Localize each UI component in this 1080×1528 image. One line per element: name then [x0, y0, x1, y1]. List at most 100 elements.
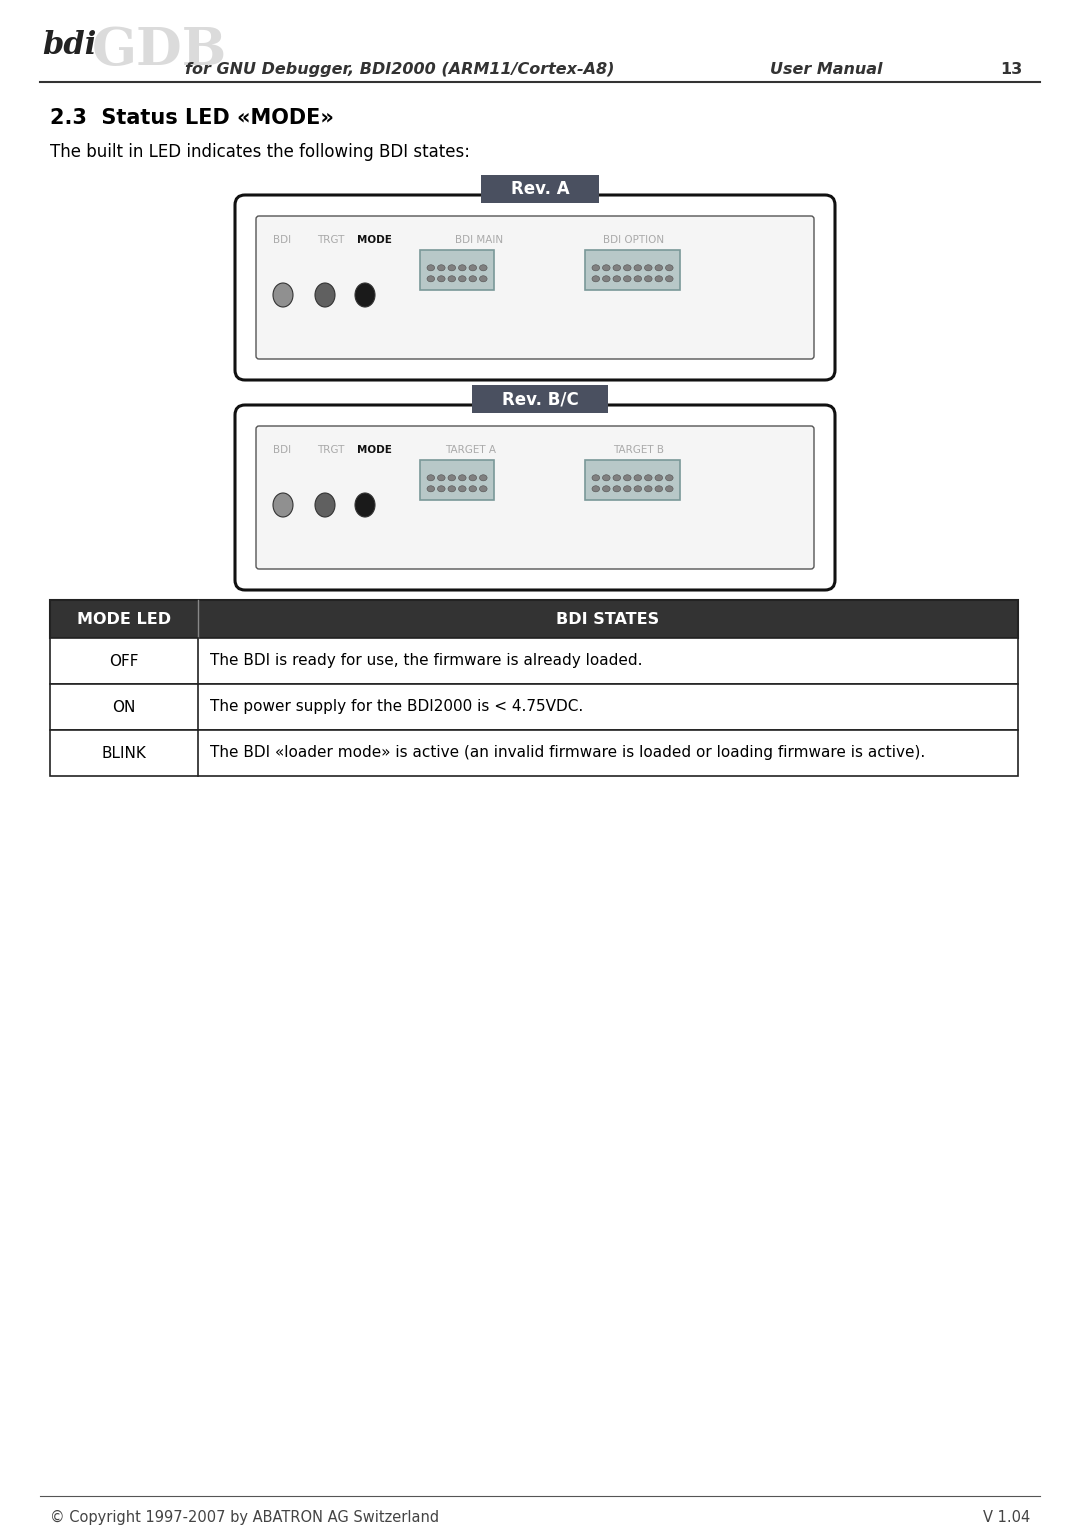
Ellipse shape [469, 475, 476, 481]
Text: The built in LED indicates the following BDI states:: The built in LED indicates the following… [50, 144, 470, 160]
Ellipse shape [603, 486, 610, 492]
Ellipse shape [603, 264, 610, 270]
Text: BDI: BDI [273, 445, 292, 455]
Ellipse shape [437, 475, 445, 481]
Ellipse shape [480, 475, 487, 481]
Text: OFF: OFF [109, 654, 138, 669]
Ellipse shape [459, 264, 467, 270]
Text: BDI OPTION: BDI OPTION [603, 235, 664, 244]
Ellipse shape [273, 494, 293, 516]
Ellipse shape [315, 283, 335, 307]
Ellipse shape [592, 475, 599, 481]
Ellipse shape [355, 494, 375, 516]
Bar [449, 251, 465, 257]
Text: 2.3  Status LED «MODE»: 2.3 Status LED «MODE» [50, 108, 334, 128]
Bar [624, 460, 640, 468]
Ellipse shape [459, 275, 467, 281]
Ellipse shape [654, 264, 663, 270]
Ellipse shape [355, 283, 375, 307]
Text: 13: 13 [1000, 63, 1023, 76]
Ellipse shape [592, 486, 599, 492]
Ellipse shape [592, 275, 599, 281]
Ellipse shape [623, 475, 631, 481]
Ellipse shape [634, 264, 642, 270]
Text: bdi: bdi [42, 31, 96, 61]
Text: for GNU Debugger, BDI2000 (ARM11/Cortex-A8): for GNU Debugger, BDI2000 (ARM11/Cortex-… [185, 63, 615, 76]
Bar [50, 601, 1018, 639]
Text: © Copyright 1997-2007 by ABATRON AG Switzerland: © Copyright 1997-2007 by ABATRON AG Swit… [50, 1510, 440, 1525]
Text: TARGET B: TARGET B [613, 445, 664, 455]
Bar [420, 251, 495, 290]
Text: TRGT: TRGT [318, 235, 345, 244]
Bar [481, 176, 599, 203]
Text: User Manual: User Manual [770, 63, 882, 76]
Bar [624, 251, 640, 257]
Ellipse shape [427, 486, 434, 492]
Ellipse shape [437, 486, 445, 492]
Text: TARGET A: TARGET A [445, 445, 496, 455]
Text: V 1.04: V 1.04 [983, 1510, 1030, 1525]
Ellipse shape [459, 486, 467, 492]
Ellipse shape [623, 264, 631, 270]
Text: The BDI «loader mode» is active (an invalid firmware is loaded or loading firmwa: The BDI «loader mode» is active (an inva… [210, 746, 926, 761]
Ellipse shape [469, 275, 476, 281]
Ellipse shape [459, 475, 467, 481]
Text: BDI STATES: BDI STATES [556, 611, 660, 626]
Text: GDB: GDB [92, 24, 227, 76]
Text: The BDI is ready for use, the firmware is already loaded.: The BDI is ready for use, the firmware i… [210, 654, 643, 669]
Ellipse shape [665, 486, 673, 492]
Bar [472, 385, 608, 413]
Ellipse shape [654, 475, 663, 481]
Ellipse shape [480, 486, 487, 492]
Ellipse shape [645, 264, 652, 270]
Ellipse shape [654, 275, 663, 281]
Ellipse shape [448, 264, 456, 270]
Text: BDI: BDI [273, 235, 292, 244]
Ellipse shape [654, 486, 663, 492]
Ellipse shape [448, 475, 456, 481]
Ellipse shape [480, 275, 487, 281]
Text: TRGT: TRGT [318, 445, 345, 455]
Text: MODE: MODE [357, 445, 392, 455]
Ellipse shape [603, 275, 610, 281]
Ellipse shape [665, 264, 673, 270]
Ellipse shape [613, 486, 621, 492]
Ellipse shape [623, 275, 631, 281]
Text: ON: ON [112, 700, 136, 715]
Bar [50, 685, 1018, 730]
Ellipse shape [315, 494, 335, 516]
Ellipse shape [592, 264, 599, 270]
Bar [449, 460, 465, 468]
FancyBboxPatch shape [235, 196, 835, 380]
Ellipse shape [645, 486, 652, 492]
Ellipse shape [480, 264, 487, 270]
Text: The power supply for the BDI2000 is < 4.75VDC.: The power supply for the BDI2000 is < 4.… [210, 700, 583, 715]
Ellipse shape [645, 275, 652, 281]
Ellipse shape [437, 264, 445, 270]
Text: Rev. B/C: Rev. B/C [501, 390, 579, 408]
Bar [420, 460, 495, 500]
Text: Rev. A: Rev. A [511, 180, 569, 199]
FancyBboxPatch shape [235, 405, 835, 590]
Bar [585, 460, 680, 500]
Ellipse shape [603, 475, 610, 481]
Ellipse shape [427, 475, 434, 481]
FancyBboxPatch shape [256, 215, 814, 359]
Ellipse shape [665, 275, 673, 281]
FancyBboxPatch shape [256, 426, 814, 568]
Ellipse shape [613, 475, 621, 481]
Ellipse shape [623, 486, 631, 492]
Ellipse shape [665, 475, 673, 481]
Text: MODE LED: MODE LED [77, 611, 171, 626]
Ellipse shape [634, 486, 642, 492]
Ellipse shape [273, 283, 293, 307]
Ellipse shape [634, 275, 642, 281]
Ellipse shape [645, 475, 652, 481]
Bar [585, 251, 680, 290]
Text: BDI MAIN: BDI MAIN [455, 235, 503, 244]
Ellipse shape [437, 275, 445, 281]
Ellipse shape [448, 275, 456, 281]
Bar [50, 639, 1018, 685]
Text: BLINK: BLINK [102, 746, 147, 761]
Bar [50, 730, 1018, 776]
